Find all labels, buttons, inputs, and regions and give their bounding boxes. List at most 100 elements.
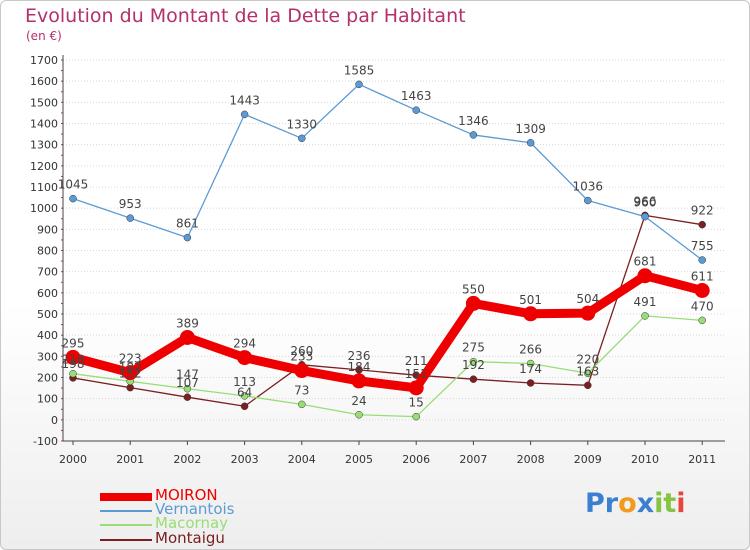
logo-letter: i	[676, 488, 686, 519]
y-tick-label: 1200	[30, 160, 58, 173]
data-point	[351, 373, 367, 389]
legend-label: MOIRON	[155, 486, 218, 504]
data-point	[469, 357, 478, 366]
legend-label: Macornay	[155, 514, 229, 532]
data-point	[412, 106, 420, 114]
logo-letter: P	[585, 488, 605, 519]
data-point	[526, 379, 535, 387]
data-point	[122, 365, 138, 381]
x-tick-label: 2006	[402, 453, 430, 466]
data-label: 1346	[458, 114, 489, 128]
data-point	[240, 392, 249, 400]
series-line-montaigu	[72, 214, 703, 407]
y-tick-label: 1600	[30, 75, 58, 88]
data-label: 611	[691, 270, 714, 284]
x-tick-label: 2008	[517, 453, 545, 466]
data-point	[240, 110, 249, 119]
data-label: 294	[233, 337, 256, 351]
logo-letter: i	[654, 488, 664, 519]
legend-swatch	[100, 510, 152, 512]
data-label: 152	[119, 367, 142, 381]
y-tick-label: 1700	[30, 54, 58, 67]
data-label: 953	[119, 197, 142, 211]
data-label: 113	[233, 375, 256, 389]
data-point	[584, 369, 592, 378]
data-label: 922	[691, 204, 714, 218]
data-label: 960	[634, 196, 657, 210]
data-point	[298, 400, 306, 409]
y-tick-label: 1000	[30, 202, 58, 215]
logo-letter: x	[636, 488, 655, 519]
x-tick-label: 2002	[173, 453, 201, 466]
data-label: 275	[462, 341, 485, 355]
data-point	[183, 233, 192, 242]
data-label: 236	[348, 349, 371, 363]
y-tick-label: 0	[51, 414, 58, 427]
y-tick-label: 1100	[30, 181, 58, 194]
data-label: 295	[62, 336, 85, 350]
data-point	[355, 411, 363, 419]
data-label: 966	[634, 194, 657, 208]
data-point	[126, 383, 134, 392]
data-label: 266	[519, 343, 542, 357]
data-label: 174	[519, 362, 542, 376]
data-label: 1045	[58, 178, 89, 192]
data-label: 218	[62, 353, 85, 367]
data-label: 1036	[573, 180, 604, 194]
data-point	[698, 256, 706, 264]
data-label: 211	[405, 354, 428, 368]
data-label: 1585	[344, 63, 375, 77]
data-point	[584, 381, 592, 390]
legend-swatch	[100, 493, 152, 501]
data-label: 470	[691, 299, 714, 313]
legend-label: Vernantois	[155, 500, 235, 518]
data-point	[641, 212, 649, 221]
data-label: 1443	[229, 93, 260, 107]
data-point	[523, 306, 539, 322]
data-label: 151	[405, 367, 428, 381]
y-tick-label: 1500	[30, 96, 58, 109]
legend-swatch	[100, 539, 152, 541]
y-tick-label: -100	[33, 435, 58, 448]
x-tick-label: 2007	[459, 453, 487, 466]
data-label: 501	[519, 293, 542, 307]
data-label: 24	[351, 394, 366, 408]
data-point	[237, 350, 253, 366]
data-label: 223	[119, 352, 142, 366]
x-tick-label: 2005	[345, 453, 373, 466]
data-label: 681	[634, 255, 657, 269]
data-point	[641, 312, 649, 320]
data-point	[698, 220, 706, 229]
series-line-moiron	[68, 271, 707, 393]
data-label: 73	[294, 383, 309, 397]
data-label: 15	[409, 396, 424, 410]
data-label: 184	[348, 360, 371, 374]
data-point	[355, 80, 363, 89]
data-point	[126, 214, 134, 222]
data-point	[469, 131, 478, 139]
y-tick-label: 900	[37, 223, 58, 236]
data-point	[408, 380, 424, 396]
y-tick-label: 400	[37, 329, 58, 342]
y-tick-label: 800	[37, 245, 58, 258]
data-point	[637, 268, 653, 284]
data-label: 220	[576, 352, 599, 366]
y-tick-label: 1400	[30, 118, 58, 131]
y-tick-label: 600	[37, 287, 58, 300]
data-point	[580, 305, 596, 321]
legend-swatch	[100, 524, 152, 526]
y-tick-label: 200	[37, 372, 58, 385]
data-point	[694, 283, 710, 299]
data-point	[240, 402, 249, 411]
y-tick-label: 300	[37, 350, 58, 363]
data-point	[526, 359, 535, 368]
chart-title: Evolution du Montant de la Dette par Hab…	[25, 5, 466, 27]
data-point	[65, 349, 81, 365]
data-point	[179, 329, 195, 345]
data-label: 1463	[401, 89, 432, 103]
data-point	[183, 384, 192, 393]
data-label: 182	[119, 360, 142, 374]
y-tick-label: 1300	[30, 139, 58, 152]
x-tick-label: 2001	[116, 453, 144, 466]
